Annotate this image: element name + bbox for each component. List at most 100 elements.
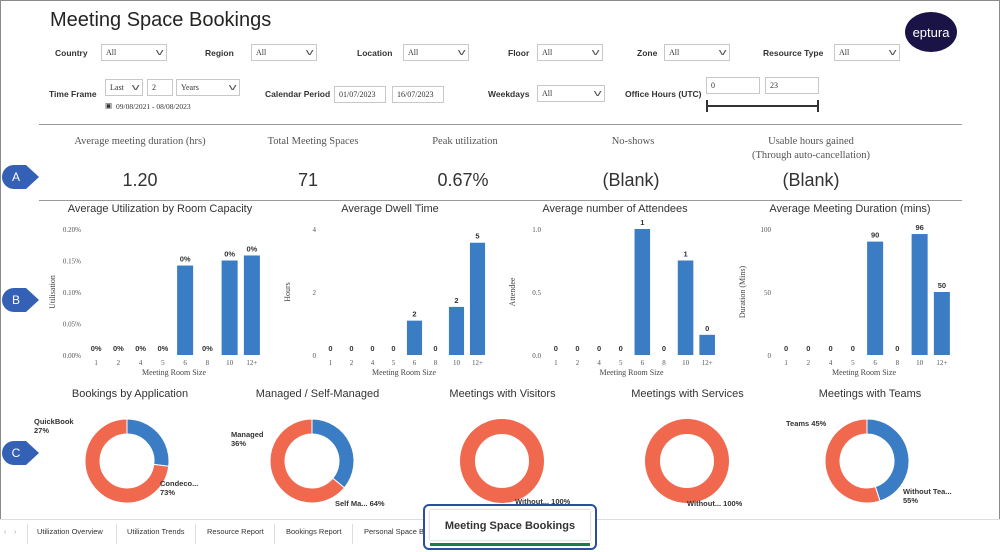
chevron-down-icon: v xyxy=(155,48,164,58)
x-tick-label: 12+ xyxy=(702,359,713,367)
x-tick-label: 5 xyxy=(619,359,623,367)
chevron-down-icon: v xyxy=(457,48,466,58)
y-axis-label: Hours xyxy=(283,282,292,302)
x-tick-label: 1 xyxy=(554,359,558,367)
country-label: Country xyxy=(55,48,88,58)
kpi-sublabel: (Through auto-cancellation) xyxy=(751,150,871,161)
tab-separator xyxy=(352,524,353,544)
tab-utilization-trends[interactable]: Utilization Trends xyxy=(127,527,185,536)
slice-label: 36% xyxy=(231,439,246,448)
y-axis-label: Utilisation xyxy=(48,275,57,309)
x-tick-label: 1 xyxy=(784,359,788,367)
y-axis-label: Duration (Mins) xyxy=(738,266,747,319)
x-tick-label: 2 xyxy=(350,359,354,367)
country-dropdown[interactable]: All v xyxy=(101,44,167,61)
slice-label: Without Tea... xyxy=(903,487,952,496)
x-tick-label: 2 xyxy=(576,359,580,367)
time-frame-count-input[interactable]: 2 xyxy=(147,79,173,96)
office-hours-slider-end-handle[interactable] xyxy=(817,100,819,112)
divider xyxy=(39,200,962,201)
tab-meeting-space-bookings[interactable]: Meeting Space Bookings xyxy=(430,510,590,540)
donut-slice xyxy=(645,419,729,503)
meetings-with-teams-donut: Teams 45% Without Tea...55% xyxy=(786,418,952,505)
tab-bookings-report[interactable]: Bookings Report xyxy=(286,527,342,536)
slice-label: 55% xyxy=(903,496,918,505)
weekdays-dropdown[interactable]: All v xyxy=(537,85,605,102)
data-label: 0 xyxy=(829,344,833,353)
chevron-down-icon: v xyxy=(591,48,600,58)
slice-label: 73% xyxy=(160,488,175,497)
zone-dropdown[interactable]: All v xyxy=(664,44,730,61)
x-axis-label: Meeting Room Size xyxy=(832,368,896,377)
tab-resource-report[interactable]: Resource Report xyxy=(207,527,264,536)
chevron-down-icon: v xyxy=(718,48,727,58)
slice-label: Without... 100% xyxy=(515,497,571,506)
x-tick-label: 8 xyxy=(896,359,900,367)
chart-title: Average number of Attendees xyxy=(542,203,688,215)
active-tab-underline xyxy=(430,543,590,546)
y-tick-label: 0.0 xyxy=(532,352,541,360)
y-axis-label: Attendee xyxy=(508,277,517,306)
tab-scroll-right-icon[interactable]: › xyxy=(14,527,17,536)
data-label: 0% xyxy=(113,344,124,353)
chart-title: Bookings by Application xyxy=(71,388,189,400)
bar xyxy=(469,242,486,355)
bar xyxy=(243,255,260,355)
slice-label: Without... 100% xyxy=(687,499,743,508)
x-tick-label: 5 xyxy=(851,359,855,367)
x-tick-label: 6 xyxy=(873,359,877,367)
weekdays-value: All xyxy=(542,89,553,98)
office-hours-slider-track[interactable] xyxy=(707,105,819,107)
office-hours-end-input[interactable]: 23 xyxy=(765,77,819,94)
data-label: 0 xyxy=(619,344,623,353)
office-hours-start-input[interactable]: 0 xyxy=(706,77,760,94)
kpi-value: 1.20 xyxy=(122,170,158,190)
y-tick-label: 0 xyxy=(768,352,772,360)
data-label: 0% xyxy=(135,344,146,353)
zone-label: Zone xyxy=(637,48,658,58)
callout-badge-c: C xyxy=(0,440,40,466)
time-frame-mode-dropdown[interactable]: Last v xyxy=(105,79,143,96)
chevron-down-icon: v xyxy=(593,89,602,99)
callout-badge-b: B xyxy=(0,287,40,313)
x-tick-label: 5 xyxy=(392,359,396,367)
calendar-period-label: Calendar Period xyxy=(265,89,331,99)
kpi-label: Peak utilization xyxy=(432,136,498,147)
meetings-with-services-donut: Without... 100% xyxy=(645,419,743,508)
data-label: 0% xyxy=(202,344,213,353)
x-tick-label: 6 xyxy=(641,359,645,367)
office-hours-slider-start-handle[interactable] xyxy=(706,100,708,112)
location-dropdown[interactable]: All v xyxy=(403,44,469,61)
location-label: Location xyxy=(357,48,393,58)
tab-scroll-left-icon[interactable]: ‹ xyxy=(4,527,7,536)
meetings-with-visitors-donut: Without... 100% xyxy=(460,419,571,506)
time-frame-unit-dropdown[interactable]: Years v xyxy=(176,79,240,96)
calendar-period-start-input[interactable]: 01/07/2023 xyxy=(334,86,386,103)
calendar-period-end-input[interactable]: 16/07/2023 xyxy=(392,86,444,103)
office-hours-label: Office Hours (UTC) xyxy=(625,89,702,99)
badge-label: B xyxy=(11,293,20,307)
tab-separator xyxy=(116,524,117,544)
chevron-down-icon: v xyxy=(888,48,897,58)
data-label: 0% xyxy=(246,244,257,253)
y-tick-label: 1.0 xyxy=(532,226,541,234)
donut-slice xyxy=(269,418,346,504)
x-tick-label: 2 xyxy=(117,359,121,367)
resource-type-dropdown[interactable]: All v xyxy=(834,44,900,61)
country-value: All xyxy=(106,48,117,57)
floor-label: Floor xyxy=(508,48,530,58)
badge-label: C xyxy=(11,446,21,460)
chart-title: Average Dwell Time xyxy=(341,203,439,215)
tab-utilization-overview[interactable]: Utilization Overview xyxy=(37,527,103,536)
time-frame-range: 09/08/2021 - 08/08/2023 xyxy=(116,102,191,111)
data-label: 0 xyxy=(705,324,709,333)
y-tick-label: 0.5 xyxy=(532,289,541,297)
region-dropdown[interactable]: All v xyxy=(251,44,317,61)
tab-personal-space-bookings[interactable]: Personal Space Bo xyxy=(364,527,424,536)
floor-dropdown[interactable]: All v xyxy=(537,44,603,61)
tab-separator xyxy=(274,524,275,544)
data-label: 0 xyxy=(597,344,601,353)
slice-label: 27% xyxy=(34,426,49,435)
